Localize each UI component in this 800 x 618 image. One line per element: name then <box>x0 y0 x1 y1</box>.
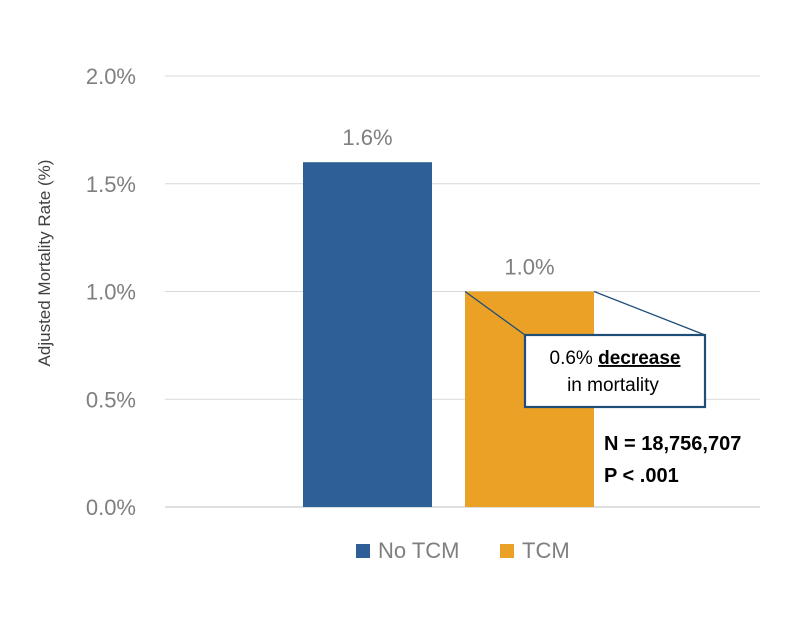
y-tick-label: 1.0% <box>86 280 136 305</box>
data-labels: 1.6% 1.0% <box>342 125 554 279</box>
y-tick-label: 0.0% <box>86 495 136 520</box>
bars <box>303 162 594 507</box>
data-label: 1.0% <box>504 255 554 280</box>
legend-label: No TCM <box>378 538 460 563</box>
data-label: 1.6% <box>342 125 392 150</box>
y-tick-label: 2.0% <box>86 64 136 89</box>
callout-emphasis: decrease <box>598 348 680 369</box>
y-axis-label: Adjusted Mortality Rate (%) <box>35 160 54 367</box>
callout-line-1: 0.6% decrease <box>550 348 681 369</box>
bar-no-tcm <box>303 162 432 507</box>
callout-box <box>523 333 707 409</box>
y-tick-label: 1.5% <box>86 172 136 197</box>
y-tick-label: 0.5% <box>86 387 136 412</box>
callout-line-2: in mortality <box>567 375 659 396</box>
callout-leader-right <box>593 290 706 336</box>
callout-leader-left <box>464 290 526 336</box>
y-tick-labels: 0.0% 0.5% 1.0% 1.5% 2.0% <box>86 64 136 520</box>
legend-swatch <box>356 544 370 558</box>
callout-prefix: 0.6% <box>550 348 599 369</box>
sample-size-text: N = 18,756,707 <box>604 433 741 455</box>
legend-label: TCM <box>522 538 570 563</box>
legend: No TCM TCM <box>356 538 570 563</box>
legend-swatch <box>500 544 514 558</box>
decrease-callout: 0.6% decrease in mortality <box>464 290 707 409</box>
p-value-text: P < .001 <box>604 465 679 487</box>
